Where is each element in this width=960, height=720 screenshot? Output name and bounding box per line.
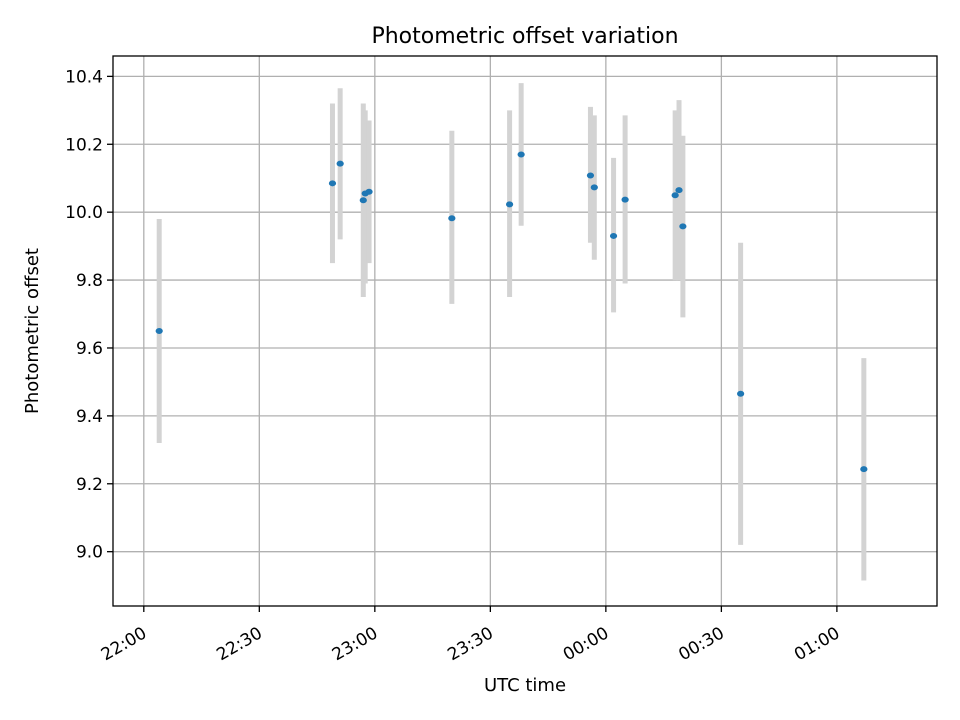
x-tick-label: 01:00 xyxy=(791,623,843,665)
data-point xyxy=(737,390,745,397)
y-tick-label: 9.8 xyxy=(76,271,103,291)
data-point xyxy=(621,196,629,203)
x-tick-label: 23:00 xyxy=(329,623,381,665)
x-axis-label: UTC time xyxy=(484,675,566,696)
y-tick-label: 10.0 xyxy=(65,203,103,223)
y-tick-label: 9.4 xyxy=(76,407,103,427)
data-point xyxy=(505,201,514,208)
data-point xyxy=(679,223,687,230)
data-point xyxy=(860,466,868,473)
y-axis-label: Photometric offset xyxy=(22,248,43,414)
y-tick-label: 9.6 xyxy=(76,339,103,359)
data-point xyxy=(517,151,525,158)
grid xyxy=(113,56,937,606)
error-bars xyxy=(156,83,867,581)
x-tick-label: 23:30 xyxy=(444,623,496,665)
x-tick-label: 22:00 xyxy=(98,623,150,665)
x-tick-label: 22:30 xyxy=(213,623,265,665)
data-point xyxy=(609,232,618,239)
y-tick-label: 10.2 xyxy=(65,135,103,155)
data-point xyxy=(365,188,373,195)
data-point xyxy=(448,215,456,222)
data-point xyxy=(675,187,683,194)
x-tick-label: 00:00 xyxy=(560,623,612,665)
data-point xyxy=(590,184,598,191)
plot-frame xyxy=(112,55,938,607)
y-tick-label: 10.4 xyxy=(65,67,103,87)
data-point xyxy=(359,197,367,204)
data-point xyxy=(671,192,679,199)
x-tick-label: 00:30 xyxy=(675,623,727,665)
data-point xyxy=(328,180,337,187)
data-point xyxy=(336,160,344,167)
chart-title: Photometric offset variation xyxy=(371,24,678,49)
y-tick-label: 9.2 xyxy=(76,475,103,495)
y-tick-label: 9.0 xyxy=(76,543,103,563)
data-point xyxy=(155,328,163,334)
data-points xyxy=(155,151,868,473)
data-point xyxy=(586,172,595,179)
